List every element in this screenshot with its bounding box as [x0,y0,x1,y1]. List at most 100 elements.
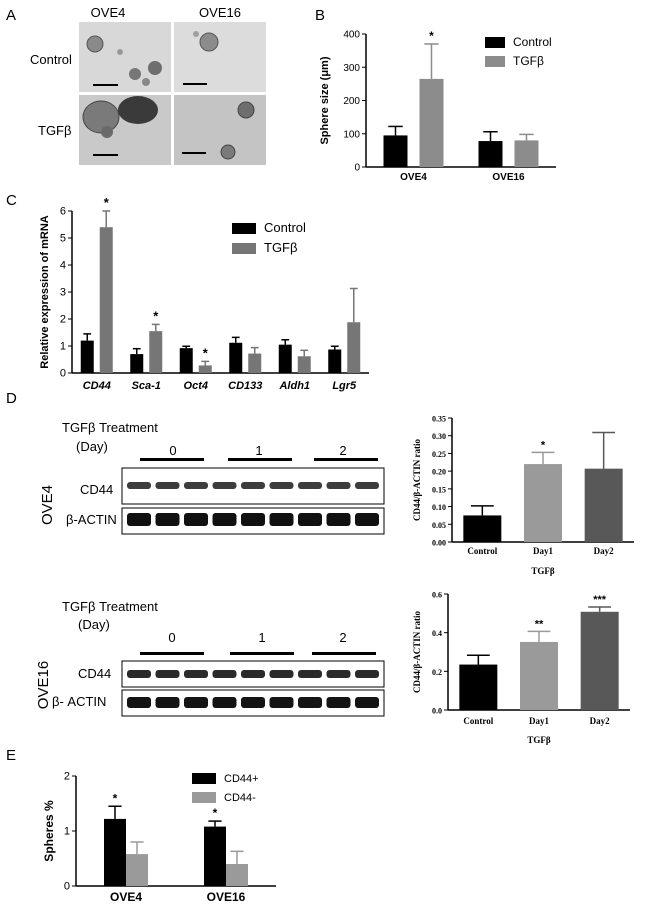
blot-band-cd44 [212,482,237,489]
blot-top-cell-line: OVE4 [39,485,56,525]
chart-c-mrna-expression: 0 1 2 3 4 5 6 Relative expression of mRNA * CD44 *… [39,195,369,392]
blot-band-cd44 [298,670,322,678]
blot-top-day-2-bar [314,458,378,461]
blot-bottom-band-actin: β- ACTIN [52,694,106,709]
panel-d-blot-top: TGFβ Treatment (Day) 0 1 2 CD44 β-ACTIN … [39,420,385,535]
legend-swatch [485,56,505,67]
blot-band-cd44 [355,482,379,489]
significance-marker: * [213,806,218,820]
bar [328,349,342,373]
blot-band-actin [184,697,208,708]
blot-band-cd44 [127,482,151,489]
blot-band-cd44 [155,670,180,678]
legend-swatch [232,223,256,234]
blot-band-actin [355,513,379,526]
y-tick-label: 2 [64,771,70,783]
blot-top-band-cd44: CD44 [80,482,113,497]
panel-a-micrographs: OVE4 OVE16 Control TGFβ [30,5,266,165]
y-tick-label: 0.15 [432,485,446,494]
y-tick-label: 0.00 [432,539,446,548]
col-label-ove4: OVE4 [91,5,126,20]
blot-top-day-0: 0 [169,443,176,458]
blot-bottom-day-label: (Day) [78,617,110,632]
significance-marker: * [113,791,118,805]
bar [520,641,558,710]
micrograph-ove4-control [79,22,171,92]
x-category-label: Day1 [529,716,549,726]
bar [383,135,408,167]
bar [459,664,498,710]
blot-band-cd44 [212,670,237,678]
y-tick-label: 0.25 [432,450,446,459]
bar [478,141,503,167]
y-tick-label: 0 [354,163,360,174]
bar [204,826,226,886]
blot-band-actin [127,697,151,708]
legend-swatch [485,37,505,48]
bar [104,818,126,886]
y-tick-label: 300 [343,63,360,74]
bar [580,611,619,710]
blot-band-cd44 [326,482,351,489]
legend-label: TGFβ [513,54,544,68]
micrograph-ove16-control [174,22,266,92]
blot-band-actin [155,697,180,708]
legend-label: Control [264,220,306,235]
bar [419,78,444,167]
bar [248,353,262,373]
blot-band-actin [127,513,151,526]
x-category-label: Oct4 [184,380,208,392]
y-tick-label: 0.10 [432,503,446,512]
legend-label: CD44+ [224,773,259,785]
blot-band-actin [269,513,294,526]
blot-bottom-day-2: 2 [339,630,346,645]
x-category-label: Day2 [594,546,614,556]
blot-band-cd44 [184,670,208,678]
blot-top-day-1-bar [228,458,292,461]
bar [514,140,539,167]
y-tick-label: 0.30 [432,432,446,441]
blot-bottom-treatment-label: TGFβ Treatment [62,599,158,614]
blot-top-day-0-bar [140,458,204,461]
blot-band-actin [298,697,322,708]
significance-marker: ** [535,618,544,630]
row-label-tgfb: TGFβ [38,123,71,138]
bar [126,854,148,886]
blot-band-cd44 [298,482,322,489]
blot-band-actin [298,513,322,526]
blot-band-cd44 [241,482,265,489]
bar [347,322,361,373]
panel-letter-a: A [6,7,16,24]
blot-band-cd44 [127,670,151,678]
micrograph-ove16-tgfb [174,95,266,165]
blot-bottom-day-2-bar [312,652,376,655]
panel-letter-c: C [6,192,17,209]
blot-bottom-day-1: 1 [258,630,265,645]
y-axis-label: CD44/β-ACTIN ratio [412,439,422,521]
chart-e-spheres-percent: 0 1 2 Spheres % * OVE4 * OVE16 CD44+ CD44- [42,771,276,904]
bar [229,342,243,373]
blot-band-cd44 [326,670,351,678]
bar [198,365,212,373]
blot-bottom-cell-line: OVE16 [35,661,52,709]
x-category-label: OVE4 [400,172,427,183]
y-tick-label: 400 [343,30,360,41]
legend-label: Control [513,35,552,49]
blot-band-cd44 [355,670,379,678]
bar [130,354,144,373]
panel-letter-d: D [6,390,17,407]
blot-band-actin [355,697,379,708]
legend-swatch [192,792,216,803]
blot-band-cd44 [269,482,294,489]
y-tick-label: 100 [343,129,360,140]
bar [179,348,193,373]
blot-band-actin [269,697,294,708]
x-category-label: CD133 [228,380,262,392]
y-axis-label: Spheres % [42,800,56,862]
y-tick-label: 200 [343,96,360,107]
chart-d-ove4-ratio: 0.00 0.05 0.10 0.15 0.20 0.25 0.30 0.35 CD44/β-A… [412,415,634,576]
x-category-label: Sca-1 [132,380,161,392]
y-tick-label: 1 [60,341,66,353]
panel-letter-e: E [6,747,16,764]
blot-bottom-band-cd44: CD44 [78,666,111,681]
